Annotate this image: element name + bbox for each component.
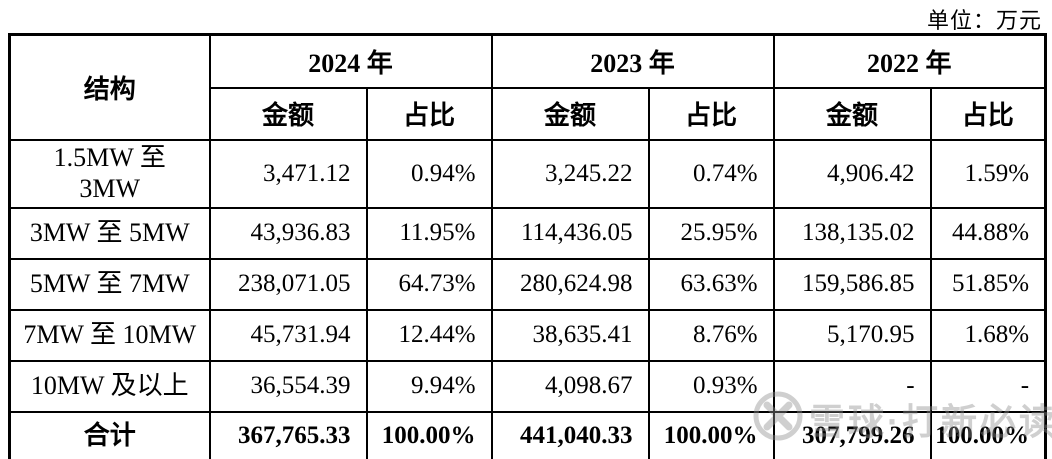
- ratio-2022: 51.85%: [929, 257, 1047, 311]
- amount-2022: 159,586.85: [772, 257, 932, 311]
- column-header-ratio-2024: 占比: [365, 86, 493, 141]
- ratio-2023: 8.76%: [647, 308, 775, 362]
- ratio-2023: 25.95%: [647, 206, 775, 260]
- ratio-2023: 0.74%: [647, 138, 775, 209]
- amount-2023: 38,635.41: [490, 308, 650, 362]
- row-label: 10MW 及以上: [8, 359, 211, 413]
- row-label-total: 合计: [8, 410, 211, 459]
- column-header-amount-2024: 金额: [208, 86, 368, 141]
- table-row: 10MW 及以上 36,554.39 9.94% 4,098.67 0.93% …: [8, 359, 1047, 413]
- total-ratio-2024: 100.00%: [365, 410, 493, 459]
- amount-2022: 138,135.02: [772, 206, 932, 260]
- amount-2024: 3,471.12: [208, 138, 368, 209]
- ratio-2024: 0.94%: [365, 138, 493, 209]
- ratio-2022: -: [929, 359, 1047, 413]
- unit-label: 单位：万元: [926, 8, 1042, 33]
- ratio-2023: 0.93%: [647, 359, 775, 413]
- column-header-amount-2023: 金额: [490, 86, 650, 141]
- amount-2022: 4,906.42: [772, 138, 932, 209]
- column-header-year-2023: 2023 年: [490, 33, 775, 89]
- column-header-ratio-2022: 占比: [929, 86, 1047, 141]
- table-row: 1.5MW 至 3MW 3,471.12 0.94% 3,245.22 0.74…: [8, 138, 1047, 209]
- amount-2024: 43,936.83: [208, 206, 368, 260]
- table-row: 3MW 至 5MW 43,936.83 11.95% 114,436.05 25…: [8, 206, 1047, 260]
- table-row: 5MW 至 7MW 238,071.05 64.73% 280,624.98 6…: [8, 257, 1047, 311]
- ratio-2024: 12.44%: [365, 308, 493, 362]
- column-header-year-2022: 2022 年: [772, 33, 1047, 89]
- table-row-total: 合计 367,765.33 100.00% 441,040.33 100.00%…: [8, 410, 1047, 459]
- column-header-ratio-2023: 占比: [647, 86, 775, 141]
- ratio-2022: 44.88%: [929, 206, 1047, 260]
- column-header-structure: 结构: [8, 33, 211, 141]
- amount-2023: 4,098.67: [490, 359, 650, 413]
- amount-2024: 36,554.39: [208, 359, 368, 413]
- amount-2024: 238,071.05: [208, 257, 368, 311]
- total-ratio-2022: 100.00%: [929, 410, 1047, 459]
- table-row: 7MW 至 10MW 45,731.94 12.44% 38,635.41 8.…: [8, 308, 1047, 362]
- amount-2023: 114,436.05: [490, 206, 650, 260]
- row-label: 1.5MW 至 3MW: [8, 138, 211, 209]
- amount-2023: 3,245.22: [490, 138, 650, 209]
- total-amount-2023: 441,040.33: [490, 410, 650, 459]
- revenue-structure-table: 结构 2024 年 2023 年 2022 年 金额 占比 金额 占比 金额 占…: [8, 33, 1048, 459]
- amount-2022: -: [772, 359, 932, 413]
- total-amount-2024: 367,765.33: [208, 410, 368, 459]
- row-label: 3MW 至 5MW: [8, 206, 211, 260]
- ratio-2022: 1.59%: [929, 138, 1047, 209]
- total-amount-2022: 307,799.26: [772, 410, 932, 459]
- column-header-amount-2022: 金额: [772, 86, 932, 141]
- total-ratio-2023: 100.00%: [647, 410, 775, 459]
- ratio-2023: 63.63%: [647, 257, 775, 311]
- amount-2024: 45,731.94: [208, 308, 368, 362]
- ratio-2022: 1.68%: [929, 308, 1047, 362]
- ratio-2024: 9.94%: [365, 359, 493, 413]
- amount-2022: 5,170.95: [772, 308, 932, 362]
- amount-2023: 280,624.98: [490, 257, 650, 311]
- ratio-2024: 11.95%: [365, 206, 493, 260]
- ratio-2024: 64.73%: [365, 257, 493, 311]
- row-label: 7MW 至 10MW: [8, 308, 211, 362]
- row-label: 5MW 至 7MW: [8, 257, 211, 311]
- column-header-year-2024: 2024 年: [208, 33, 493, 89]
